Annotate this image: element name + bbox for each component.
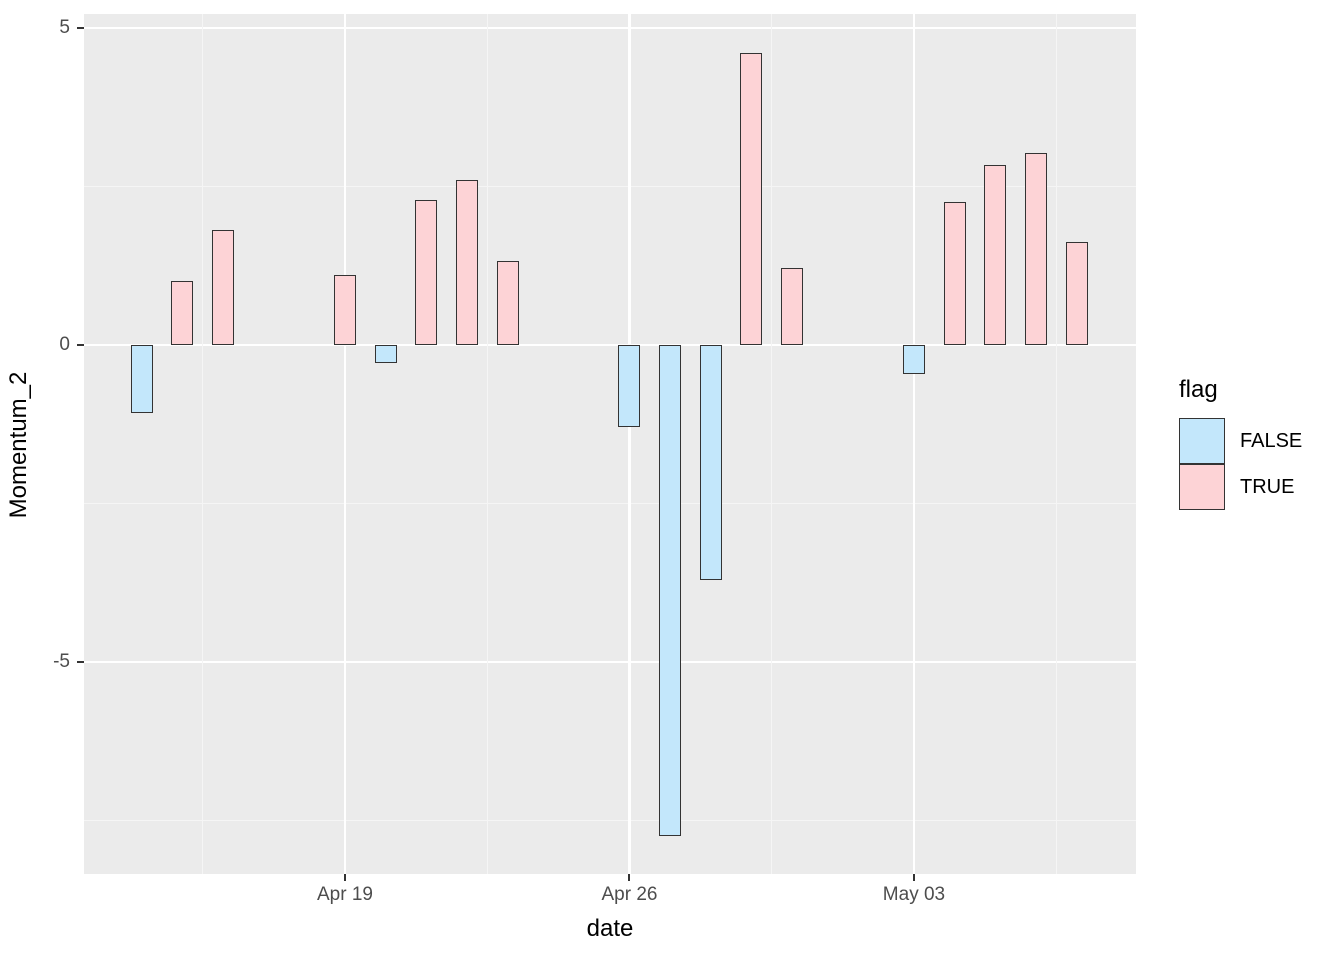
y-minor-gridline (84, 185, 1136, 188)
bar-may-03 (902, 345, 925, 374)
legend-label-true: TRUE (1240, 476, 1295, 498)
y-major-gridline (84, 660, 1136, 664)
x-tick-label: Apr 19 (317, 884, 373, 905)
bar-apr-16 (212, 229, 235, 345)
x-axis-tick (628, 874, 631, 881)
y-tick-label: 0 (59, 334, 70, 355)
legend: flag FALSE TRUE (1160, 370, 1344, 540)
bar-may-05 (984, 164, 1007, 345)
y-axis-tick (77, 344, 84, 346)
x-minor-gridline (1055, 14, 1057, 874)
x-axis-tick (912, 874, 915, 881)
x-axis-tick (344, 874, 346, 881)
bar-may-06 (1024, 152, 1047, 345)
y-tick-label: 5 (59, 17, 70, 38)
legend-key-false (1179, 418, 1225, 464)
bar-apr-14 (130, 345, 153, 413)
x-minor-gridline (202, 14, 204, 874)
x-major-gridline (628, 14, 631, 874)
legend-key-true (1179, 464, 1225, 510)
bar-apr-28 (699, 345, 722, 580)
bar-apr-22 (455, 180, 478, 345)
bar-apr-19 (334, 274, 356, 345)
bar-apr-23 (496, 260, 519, 345)
y-axis-title: Momentum_2 (5, 371, 32, 519)
x-minor-gridline (771, 14, 773, 874)
bar-apr-27 (659, 345, 682, 836)
bar-apr-30 (781, 268, 804, 345)
x-major-gridline (912, 14, 916, 874)
legend-title: flag (1179, 376, 1218, 403)
x-axis-title: date (586, 915, 634, 942)
bar-may-07 (1065, 242, 1088, 345)
x-minor-gridline (486, 14, 488, 874)
y-axis-tick (77, 661, 84, 663)
bar-apr-26 (618, 345, 641, 427)
y-minor-gridline (84, 502, 1136, 505)
plot-panel (84, 14, 1136, 874)
legend-label-false: FALSE (1240, 430, 1303, 452)
y-minor-gridline (84, 819, 1136, 822)
y-axis-tick (77, 27, 84, 29)
bar-apr-29 (740, 52, 763, 345)
x-major-gridline (343, 14, 347, 874)
y-major-gridline (84, 343, 1136, 347)
y-major-gridline (84, 26, 1136, 30)
x-tick-label: Apr 26 (601, 884, 658, 905)
bar-apr-15 (171, 280, 194, 345)
x-tick-label: May 03 (882, 884, 946, 905)
y-tick-label: -5 (53, 651, 70, 672)
bar-may-04 (943, 202, 966, 345)
bar-apr-21 (415, 199, 438, 345)
bar-apr-20 (374, 345, 397, 364)
